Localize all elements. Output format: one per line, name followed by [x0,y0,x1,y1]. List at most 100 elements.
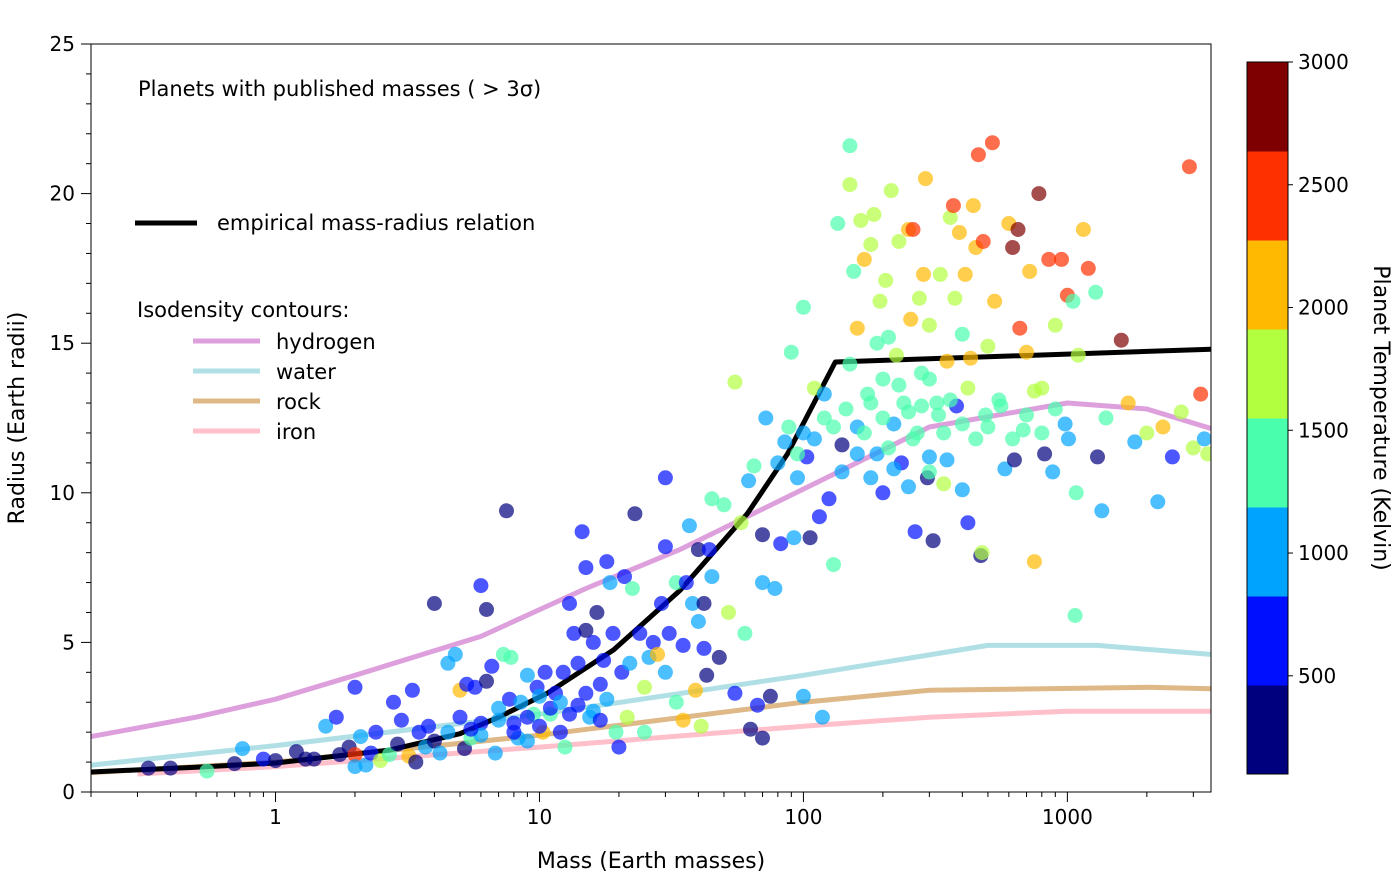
data-point [502,691,517,707]
data-point [199,763,215,779]
data-point [816,410,832,426]
data-point [532,688,547,704]
data-point [1065,293,1081,309]
data-point [826,419,841,435]
data-point [849,320,865,336]
colorbar-bin [1247,62,1288,152]
x-axis-label: Mass (Earth masses) [537,849,765,874]
data-point [1006,452,1022,468]
data-point [980,419,996,435]
data-point [925,533,941,549]
data-point [947,290,963,306]
data-point [353,729,369,745]
data-point [863,237,879,252]
data-point [699,667,715,683]
data-point [960,380,976,396]
colorbar-frame [1246,61,1289,775]
points-layer [140,135,1211,779]
data-point [499,503,514,519]
data-point [452,709,468,725]
data-point [849,446,865,462]
data-point [743,721,758,737]
data-point [853,213,869,228]
data-point [834,437,850,453]
data-point [1010,222,1026,237]
data-point [678,575,694,591]
data-point [954,482,970,498]
colorbar-tick-label: 2500 [1298,173,1349,197]
data-point [1088,284,1104,300]
data-point [746,458,762,474]
data-point [675,637,691,653]
data-point [901,404,916,420]
data-point [790,446,805,462]
data-point [688,682,703,698]
data-point [347,679,363,695]
data-point [347,747,363,763]
data-point [1015,422,1031,438]
data-point [255,751,271,767]
data-point [1150,494,1166,510]
data-point [1173,404,1189,420]
colorbar-bin [1247,151,1288,241]
data-point [386,694,401,710]
data-point [993,398,1009,414]
y-tick-label: 15 [50,331,75,355]
data-point [592,676,608,692]
data-point [1005,240,1021,255]
x-tick-label: 1000 [1042,805,1093,829]
data-point [1034,425,1050,441]
data-point [268,753,283,769]
data-point [936,476,952,492]
data-point [1098,410,1114,426]
data-point [1061,431,1076,447]
data-point [668,694,684,710]
data-point [690,542,706,558]
data-point [578,622,594,638]
data-point [980,338,996,354]
data-point [929,395,945,411]
data-point [960,515,976,531]
data-point [1155,419,1171,435]
data-point [802,530,818,546]
data-point [945,198,961,214]
data-point [599,691,615,707]
data-point [1139,425,1155,441]
data-point [1196,431,1211,447]
data-point [939,353,955,369]
data-point [570,697,586,713]
data-point [903,311,919,327]
data-point [1181,159,1197,175]
data-point [1127,434,1143,450]
data-point [869,446,885,462]
data-point [393,712,409,728]
colorbar-tick-label: 2000 [1298,296,1349,320]
data-point [957,266,973,282]
data-point [932,266,948,282]
data-point [727,374,743,390]
data-point [1026,383,1042,399]
data-point [987,293,1003,309]
data-point [1185,440,1201,456]
data-point [891,234,907,249]
data-point [1200,446,1211,462]
data-point [777,434,793,450]
data-point [574,524,590,540]
data-point [654,596,669,611]
data-point [901,479,916,495]
data-point [675,712,691,728]
data-point [856,425,872,441]
data-point [1193,386,1209,402]
data-point [605,625,621,641]
y-tick-label: 20 [50,182,75,206]
data-point [503,649,519,665]
data-point [721,605,736,620]
data-point [970,147,986,163]
data-point [624,581,640,596]
data-point [905,222,921,237]
data-point [570,655,586,671]
data-point [566,625,582,641]
data-point [842,356,858,372]
legend-hydrogen-label: hydrogen [276,330,376,354]
